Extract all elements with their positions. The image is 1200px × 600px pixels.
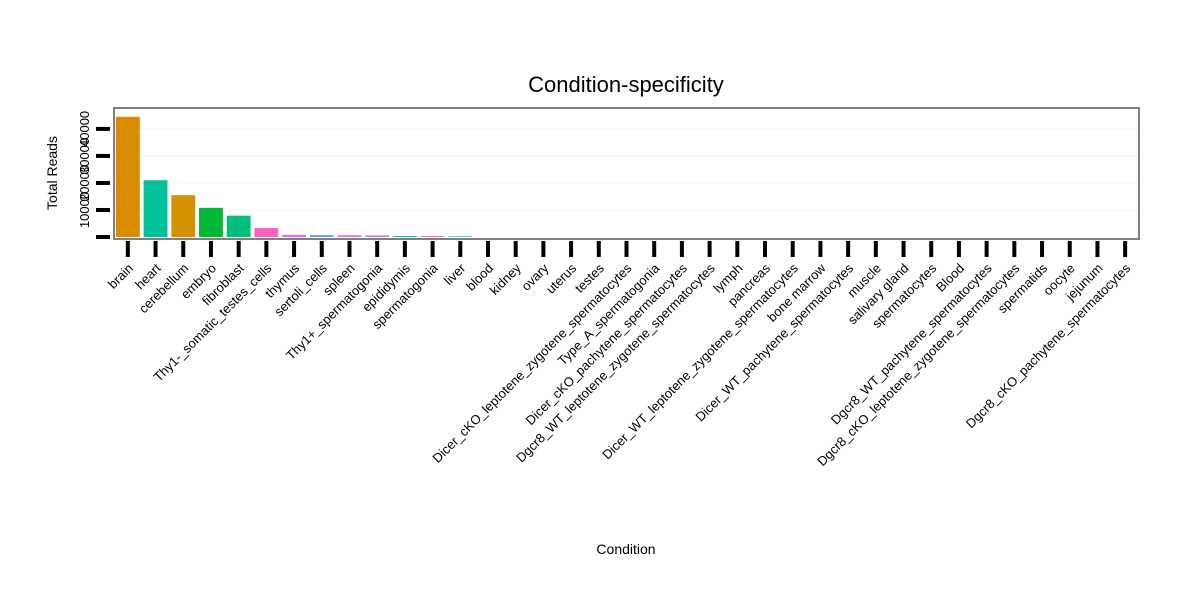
bar (753, 237, 777, 238)
bar (614, 237, 639, 238)
y-tick-label: 30000 (77, 138, 92, 174)
bar (836, 237, 861, 238)
bar (947, 237, 971, 238)
bar (420, 236, 445, 237)
bar (863, 237, 888, 238)
bar (586, 237, 611, 238)
bar (1057, 237, 1082, 238)
y-tick-label: 40000 (77, 111, 92, 147)
bar (199, 207, 223, 237)
bar (531, 237, 556, 238)
grid-lines (115, 128, 1138, 211)
bar (282, 234, 306, 237)
bars-group (115, 116, 1138, 238)
x-tick-label: uterus (543, 260, 580, 297)
bar (337, 235, 362, 237)
bar (476, 237, 500, 238)
bar (725, 237, 750, 238)
bar (1002, 237, 1027, 238)
bar (1085, 237, 1110, 238)
bar (1030, 237, 1054, 238)
bar (171, 195, 196, 237)
bar (309, 235, 334, 237)
bar (697, 237, 722, 238)
bar (503, 237, 528, 238)
bar (115, 116, 140, 237)
bar (254, 228, 279, 237)
bar (642, 237, 667, 238)
x-tick-label: kidney (487, 260, 525, 298)
bar (448, 236, 473, 237)
y-tick-label: 20000 (77, 165, 92, 201)
bar (780, 237, 805, 238)
x-tick-label: brain (105, 261, 136, 292)
x-axis-title: Condition (596, 541, 655, 557)
bar (1113, 237, 1138, 238)
bar (891, 237, 916, 238)
bar (974, 237, 999, 238)
x-axis: brainheartcerebellumembryofibroblastThy1… (105, 241, 1134, 469)
bar (365, 235, 390, 237)
y-tick-label: 10000 (77, 192, 92, 228)
bar (143, 180, 168, 237)
bar (669, 237, 694, 238)
plot-panel (113, 107, 1140, 240)
bar (226, 215, 251, 237)
chart-title: Condition-specificity (528, 72, 724, 97)
bar (808, 237, 833, 238)
y-axis-title: Total Reads (44, 136, 60, 210)
bar (919, 237, 944, 238)
bar (392, 235, 417, 237)
bar (559, 237, 584, 238)
